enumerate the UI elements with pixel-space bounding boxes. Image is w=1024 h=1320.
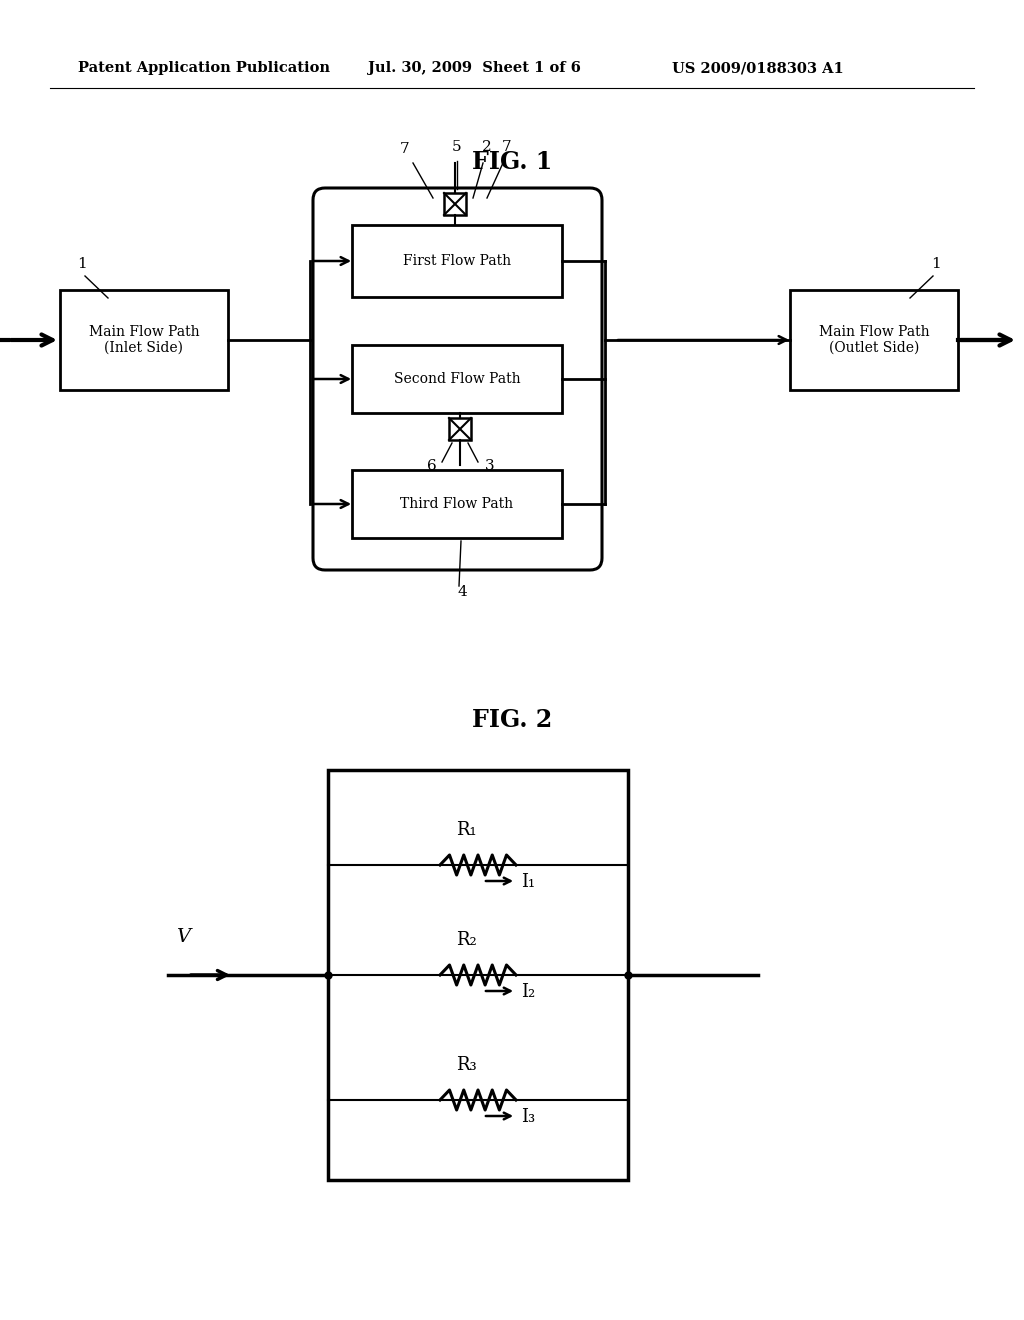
Bar (328, 770, 628, 1180)
Text: 3: 3 (485, 459, 495, 473)
Bar (352, 224, 562, 297)
Text: 6: 6 (427, 459, 437, 473)
Text: FIG. 2: FIG. 2 (472, 708, 552, 733)
Text: Patent Application Publication: Patent Application Publication (78, 61, 330, 75)
Text: First Flow Path: First Flow Path (402, 253, 511, 268)
Text: Main Flow Path
(Outlet Side): Main Flow Path (Outlet Side) (818, 325, 930, 355)
Bar (449, 418, 471, 440)
Text: 4: 4 (457, 585, 467, 599)
Text: US 2009/0188303 A1: US 2009/0188303 A1 (672, 61, 844, 75)
Bar (60, 290, 228, 389)
Bar (444, 193, 466, 215)
Text: 1: 1 (77, 257, 87, 271)
Text: 2: 2 (482, 140, 492, 154)
Text: Second Flow Path: Second Flow Path (393, 372, 520, 385)
Text: 7: 7 (400, 143, 410, 156)
Text: Main Flow Path
(Inlet Side): Main Flow Path (Inlet Side) (89, 325, 200, 355)
Text: Third Flow Path: Third Flow Path (400, 498, 514, 511)
Text: 5: 5 (453, 140, 462, 154)
Text: V: V (176, 928, 190, 946)
Text: I₃: I₃ (521, 1107, 536, 1126)
Text: I₁: I₁ (521, 873, 536, 891)
Bar (352, 345, 562, 413)
Text: Jul. 30, 2009  Sheet 1 of 6: Jul. 30, 2009 Sheet 1 of 6 (368, 61, 581, 75)
Bar (790, 290, 958, 389)
Text: R₂: R₂ (456, 931, 476, 949)
Text: 7: 7 (502, 140, 512, 154)
Text: I₂: I₂ (521, 983, 536, 1001)
Text: 1: 1 (931, 257, 941, 271)
Bar (352, 470, 562, 539)
Text: R₁: R₁ (456, 821, 476, 840)
Text: R₃: R₃ (456, 1056, 476, 1074)
Text: FIG. 1: FIG. 1 (472, 150, 552, 174)
